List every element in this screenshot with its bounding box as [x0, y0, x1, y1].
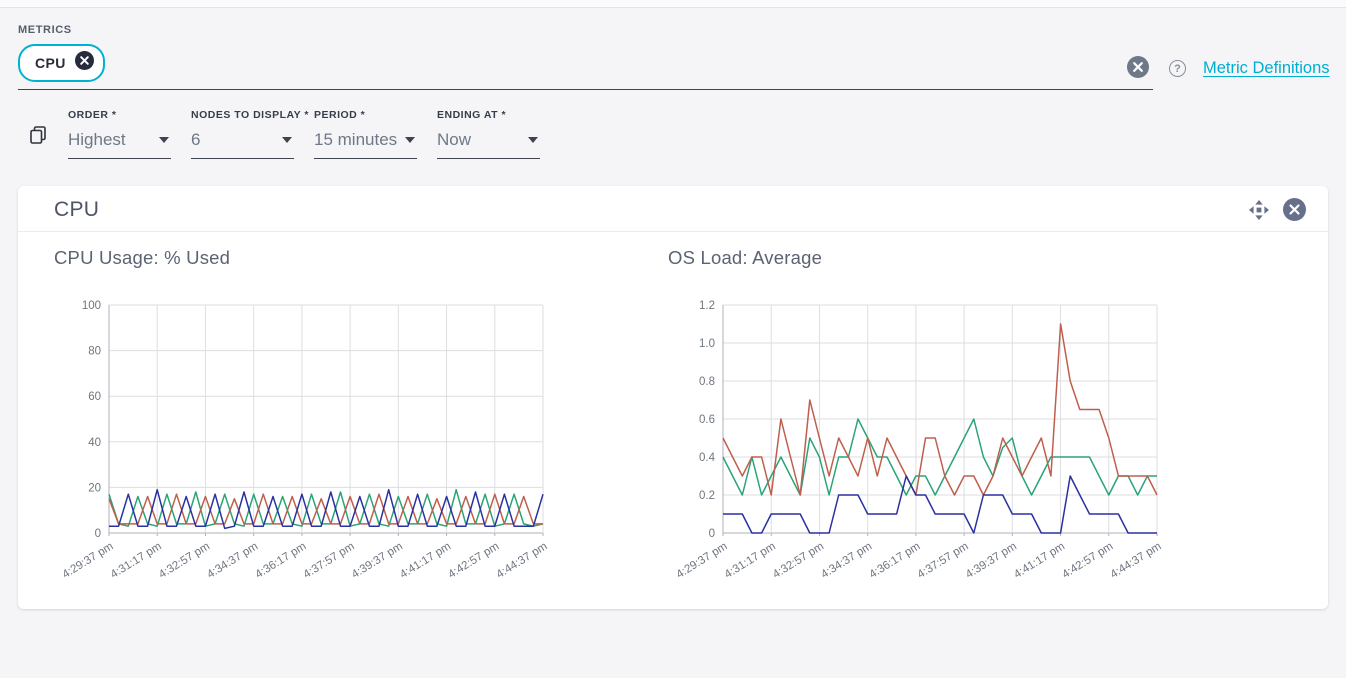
svg-text:0: 0	[95, 528, 101, 540]
svg-text:1.0: 1.0	[699, 338, 715, 350]
svg-text:4:32:57 pm: 4:32:57 pm	[157, 540, 212, 581]
filter-nodes-select[interactable]: NODES TO DISPLAY * 6	[191, 109, 294, 159]
help-icon[interactable]: ?	[1169, 60, 1186, 77]
svg-text:4:41:17 pm: 4:41:17 pm	[398, 540, 453, 581]
metric-chip[interactable]: CPU	[18, 44, 105, 82]
cpu-usage-chart-title: CPU Usage: % Used	[54, 247, 668, 269]
svg-text:4:37:57 pm: 4:37:57 pm	[916, 540, 971, 581]
svg-text:0.8: 0.8	[699, 376, 715, 388]
svg-text:4:29:37 pm: 4:29:37 pm	[60, 540, 115, 581]
svg-text:40: 40	[88, 437, 101, 449]
metric-chip-label: CPU	[35, 55, 66, 71]
svg-text:0.6: 0.6	[699, 414, 715, 426]
svg-text:0.4: 0.4	[699, 452, 716, 464]
chevron-down-icon	[528, 137, 538, 143]
filter-period-select[interactable]: PERIOD * 15 minutes	[314, 109, 417, 159]
chevron-down-icon	[405, 137, 415, 143]
os-load-chart-title: OS Load: Average	[668, 247, 1282, 269]
svg-text:4:31:17 pm: 4:31:17 pm	[109, 540, 164, 581]
card-header: CPU	[18, 186, 1328, 232]
filter-ending-value: Now	[437, 130, 471, 150]
metric-card: CPU CPU Usage: % Used 0 20 40 60 80 100 4:29:3…	[18, 186, 1328, 609]
filter-order-select[interactable]: ORDER * Highest	[68, 109, 171, 159]
svg-text:4:34:37 pm: 4:34:37 pm	[819, 540, 874, 581]
chevron-down-icon	[159, 137, 169, 143]
svg-text:100: 100	[82, 300, 101, 312]
svg-text:1.2: 1.2	[699, 300, 715, 312]
svg-text:0: 0	[709, 528, 715, 540]
metric-definitions-link[interactable]: Metric Definitions	[1203, 59, 1330, 78]
filter-nodes-value: 6	[191, 130, 200, 150]
svg-text:4:39:37 pm: 4:39:37 pm	[964, 540, 1019, 581]
filters-row: ORDER * Highest NODES TO DISPLAY * 6 PER…	[0, 90, 1346, 159]
svg-text:4:36:17 pm: 4:36:17 pm	[253, 540, 308, 581]
svg-text:4:44:37 pm: 4:44:37 pm	[494, 540, 549, 581]
filter-ending-select[interactable]: ENDING AT * Now	[437, 109, 540, 159]
svg-text:4:39:37 pm: 4:39:37 pm	[350, 540, 405, 581]
filter-period-label: PERIOD *	[314, 109, 417, 121]
cpu-usage-chart: CPU Usage: % Used 0 20 40 60 80 100 4:29:37 pm…	[54, 247, 668, 591]
filter-order-label: ORDER *	[68, 109, 171, 121]
metrics-section: METRICS CPU ? Metric Definitions	[0, 8, 1346, 90]
cpu-usage-chart-plot: 0 20 40 60 80 100 4:29:37 pm4:31:17 pm4:32:57 …	[56, 291, 564, 591]
svg-text:4:31:17 pm: 4:31:17 pm	[723, 540, 778, 581]
svg-text:4:32:57 pm: 4:32:57 pm	[771, 540, 826, 581]
card-title: CPU	[54, 198, 99, 222]
svg-text:80: 80	[88, 346, 101, 358]
close-card-icon[interactable]	[1283, 198, 1306, 221]
filter-order-value: Highest	[68, 130, 126, 150]
filter-nodes-label: NODES TO DISPLAY *	[191, 109, 294, 121]
os-load-chart: OS Load: Average 0 0.2 0.4 0.6 0.8 1.0 1.2 4:29…	[668, 247, 1282, 591]
svg-text:4:29:37 pm: 4:29:37 pm	[674, 540, 729, 581]
svg-text:60: 60	[88, 391, 101, 403]
remove-metric-icon[interactable]	[75, 51, 94, 75]
filter-period-value: 15 minutes	[314, 130, 397, 150]
metrics-label: METRICS	[18, 24, 1328, 36]
move-card-icon[interactable]	[1247, 198, 1271, 222]
svg-text:4:42:57 pm: 4:42:57 pm	[446, 540, 501, 581]
svg-text:4:41:17 pm: 4:41:17 pm	[1012, 540, 1067, 581]
svg-text:4:37:57 pm: 4:37:57 pm	[302, 540, 357, 581]
charts-row: CPU Usage: % Used 0 20 40 60 80 100 4:29:37 pm…	[18, 232, 1328, 591]
svg-text:4:44:37 pm: 4:44:37 pm	[1108, 540, 1163, 581]
svg-text:4:36:17 pm: 4:36:17 pm	[867, 540, 922, 581]
filter-ending-label: ENDING AT *	[437, 109, 540, 121]
svg-text:4:42:57 pm: 4:42:57 pm	[1060, 540, 1115, 581]
metrics-input[interactable]: CPU	[18, 36, 1153, 90]
chevron-down-icon	[282, 137, 292, 143]
os-load-chart-plot: 00.20.40.60.81.01.24:29:37 pm4:31:17 pm4…	[670, 291, 1178, 591]
copy-icon[interactable]	[30, 126, 46, 144]
svg-text:0.2: 0.2	[699, 490, 715, 502]
top-divider	[0, 0, 1346, 8]
svg-text:4:34:37 pm: 4:34:37 pm	[205, 540, 260, 581]
svg-text:20: 20	[88, 482, 101, 494]
clear-metrics-icon[interactable]	[1127, 56, 1149, 78]
